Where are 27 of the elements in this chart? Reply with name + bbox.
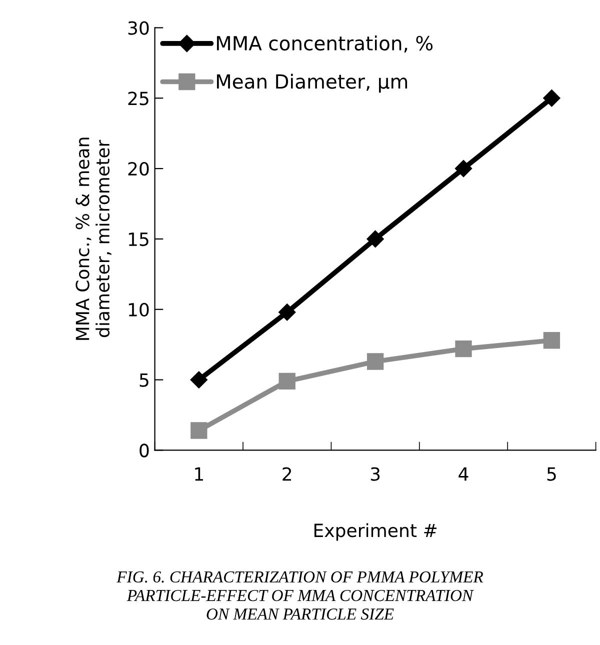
- point: [543, 90, 560, 107]
- point: [455, 340, 472, 358]
- y-tick-label: 10: [128, 302, 149, 316]
- y-tick-label: 25: [128, 92, 148, 106]
- x-axis-title: Experiment #: [314, 523, 437, 541]
- y-tick-label: 15: [128, 232, 148, 246]
- y-tick-label: 5: [140, 373, 148, 387]
- point: [278, 304, 296, 321]
- point: [190, 371, 208, 388]
- x-tick-label: 5: [547, 467, 556, 481]
- legend-label: Mean Diameter, µm: [216, 74, 408, 93]
- x-tick-label: 2: [282, 467, 292, 481]
- y-tick-label: 20: [128, 162, 149, 176]
- point: [366, 353, 384, 370]
- x-tick-label: 4: [458, 467, 468, 481]
- point: [454, 160, 472, 178]
- y-tick-label: 30: [128, 21, 149, 35]
- caption: FIG. 6. CHARACTERIZATION OF PMMA POLYMER PARTICLE-EFFECT OF MMA CONCENTRATION ON MEAN PARTICLE SIZE: [116, 571, 484, 620]
- point: [366, 230, 384, 248]
- x-tick-label: 1: [195, 467, 203, 481]
- x-tick-label: 3: [370, 467, 380, 481]
- point: [278, 372, 296, 390]
- y-tick-label: 0: [140, 444, 149, 458]
- point: [543, 332, 560, 349]
- point: [190, 422, 208, 439]
- legend-label: MMA concentration, %: [216, 36, 433, 53]
- y-axis-title: MMA Conc., % & mean diameter, micrometer: [76, 138, 112, 340]
